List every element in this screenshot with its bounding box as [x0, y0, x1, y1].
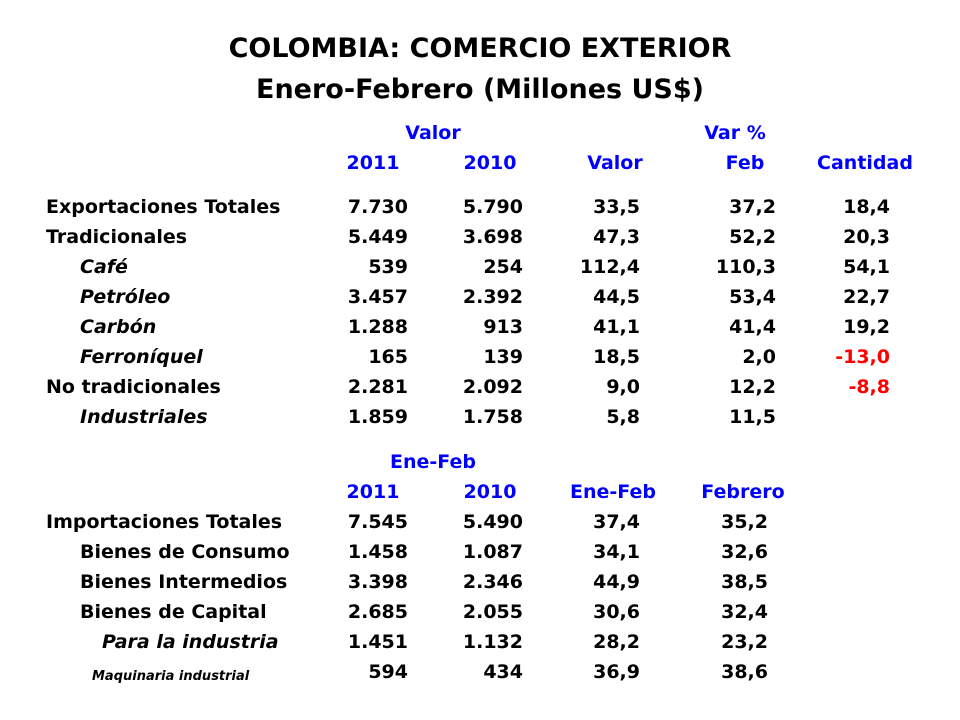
- imports-cell-febrero: 38,6: [721, 661, 768, 683]
- imports-cell-febrero: 32,6: [721, 541, 768, 563]
- exports-cell-cantidad: 18,4: [843, 196, 890, 218]
- exports-row-label: Petróleo: [80, 286, 171, 308]
- exports-cell-2010: 2.392: [462, 286, 523, 308]
- exports-row-label: Exportaciones Totales: [46, 196, 281, 218]
- exports-cell-2011: 539: [368, 256, 408, 278]
- imports-cell-ene-feb: 44,9: [593, 571, 640, 593]
- imports-cell-febrero: 35,2: [721, 511, 768, 533]
- exports-cell-2011: 5.449: [347, 226, 408, 248]
- imports-cell-2010: 5.490: [462, 511, 523, 533]
- imports-row-label: Para la industria: [102, 631, 279, 653]
- exports-cell-2010: 139: [483, 346, 523, 368]
- imports-cell-ene-feb: 34,1: [593, 541, 640, 563]
- exports-cell-valor: 5,8: [606, 406, 640, 428]
- exports-cell-2011: 3.457: [347, 286, 408, 308]
- exports-row-label: No tradicionales: [46, 376, 221, 398]
- imports-group-header: Ene-Feb: [390, 451, 476, 473]
- exports-cell-cantidad: -13,0: [835, 346, 890, 368]
- exports-cell-2011: 7.730: [347, 196, 408, 218]
- exports-cell-feb: 41,4: [729, 316, 776, 338]
- imports-cell-ene-feb: 36,9: [593, 661, 640, 683]
- exports-cell-2010: 3.698: [462, 226, 523, 248]
- exports-cell-2011: 2.281: [347, 376, 408, 398]
- imports-cell-2011: 1.451: [347, 631, 408, 653]
- exports-col-cantidad: Cantidad: [817, 152, 913, 174]
- imports-row-label: Bienes Intermedios: [80, 571, 288, 593]
- imports-col-ene-feb: Ene-Feb: [570, 481, 656, 503]
- exports-cell-cantidad: 54,1: [843, 256, 890, 278]
- exports-cell-2010: 5.790: [462, 196, 523, 218]
- exports-cell-valor: 33,5: [593, 196, 640, 218]
- imports-col-febrero: Febrero: [701, 481, 785, 503]
- exports-cell-feb: 12,2: [729, 376, 776, 398]
- imports-row-label: Bienes de Consumo: [80, 541, 290, 563]
- imports-cell-febrero: 38,5: [721, 571, 768, 593]
- exports-cell-feb: 11,5: [729, 406, 776, 428]
- exports-cell-feb: 37,2: [729, 196, 776, 218]
- exports-group-header-valor: Valor: [405, 122, 461, 144]
- imports-cell-2011: 3.398: [347, 571, 408, 593]
- exports-row-label: Ferroníquel: [80, 346, 203, 368]
- exports-cell-2010: 254: [483, 256, 523, 278]
- imports-col-2010: 2010: [463, 481, 517, 503]
- title-line-1: COLOMBIA: COMERCIO EXTERIOR: [228, 33, 732, 64]
- imports-cell-ene-feb: 30,6: [593, 601, 640, 623]
- imports-cell-2010: 1.087: [462, 541, 523, 563]
- exports-cell-valor: 112,4: [579, 256, 640, 278]
- imports-cell-2011: 1.458: [347, 541, 408, 563]
- exports-cell-valor: 44,5: [593, 286, 640, 308]
- exports-cell-2010: 1.758: [462, 406, 523, 428]
- exports-cell-feb: 53,4: [729, 286, 776, 308]
- exports-col-2011: 2011: [346, 152, 400, 174]
- exports-cell-valor: 9,0: [606, 376, 640, 398]
- exports-cell-2010: 2.092: [462, 376, 523, 398]
- imports-cell-febrero: 23,2: [721, 631, 768, 653]
- exports-row-label: Tradicionales: [46, 226, 188, 248]
- imports-row-label: Maquinaria industrial: [92, 669, 250, 684]
- imports-cell-2010: 2.346: [462, 571, 523, 593]
- exports-cell-valor: 41,1: [593, 316, 640, 338]
- imports-cell-ene-feb: 28,2: [593, 631, 640, 653]
- imports-row-label: Bienes de Capital: [80, 601, 267, 623]
- imports-cell-ene-feb: 37,4: [593, 511, 640, 533]
- exports-group-header-var: Var %: [704, 122, 766, 144]
- exports-cell-2011: 1.859: [347, 406, 408, 428]
- exports-col-valor: Valor: [587, 152, 643, 174]
- imports-cell-2011: 7.545: [347, 511, 408, 533]
- exports-cell-cantidad: 20,3: [843, 226, 890, 248]
- imports-cell-2010: 434: [483, 661, 523, 683]
- exports-cell-valor: 47,3: [593, 226, 640, 248]
- title-line-2: Enero-Febrero (Millones US$): [256, 74, 704, 105]
- exports-cell-cantidad: 19,2: [843, 316, 890, 338]
- imports-cell-2011: 594: [368, 661, 408, 683]
- exports-cell-2011: 1.288: [347, 316, 408, 338]
- exports-col-2010: 2010: [463, 152, 517, 174]
- exports-cell-feb: 110,3: [715, 256, 776, 278]
- exports-cell-valor: 18,5: [593, 346, 640, 368]
- exports-cell-feb: 52,2: [729, 226, 776, 248]
- imports-cell-febrero: 32,4: [721, 601, 768, 623]
- exports-row-label: Café: [80, 256, 128, 278]
- exports-cell-feb: 2,0: [742, 346, 776, 368]
- imports-col-2011: 2011: [346, 481, 400, 503]
- imports-cell-2011: 2.685: [347, 601, 408, 623]
- exports-cell-2011: 165: [368, 346, 408, 368]
- exports-col-feb: Feb: [725, 152, 765, 174]
- imports-cell-2010: 1.132: [462, 631, 523, 653]
- imports-row-label: Importaciones Totales: [46, 511, 283, 533]
- exports-cell-cantidad: 22,7: [843, 286, 890, 308]
- exports-cell-cantidad: -8,8: [848, 376, 890, 398]
- exports-row-label: Carbón: [80, 316, 157, 338]
- exports-cell-2010: 913: [483, 316, 523, 338]
- exports-row-label: Industriales: [80, 406, 208, 428]
- imports-cell-2010: 2.055: [462, 601, 523, 623]
